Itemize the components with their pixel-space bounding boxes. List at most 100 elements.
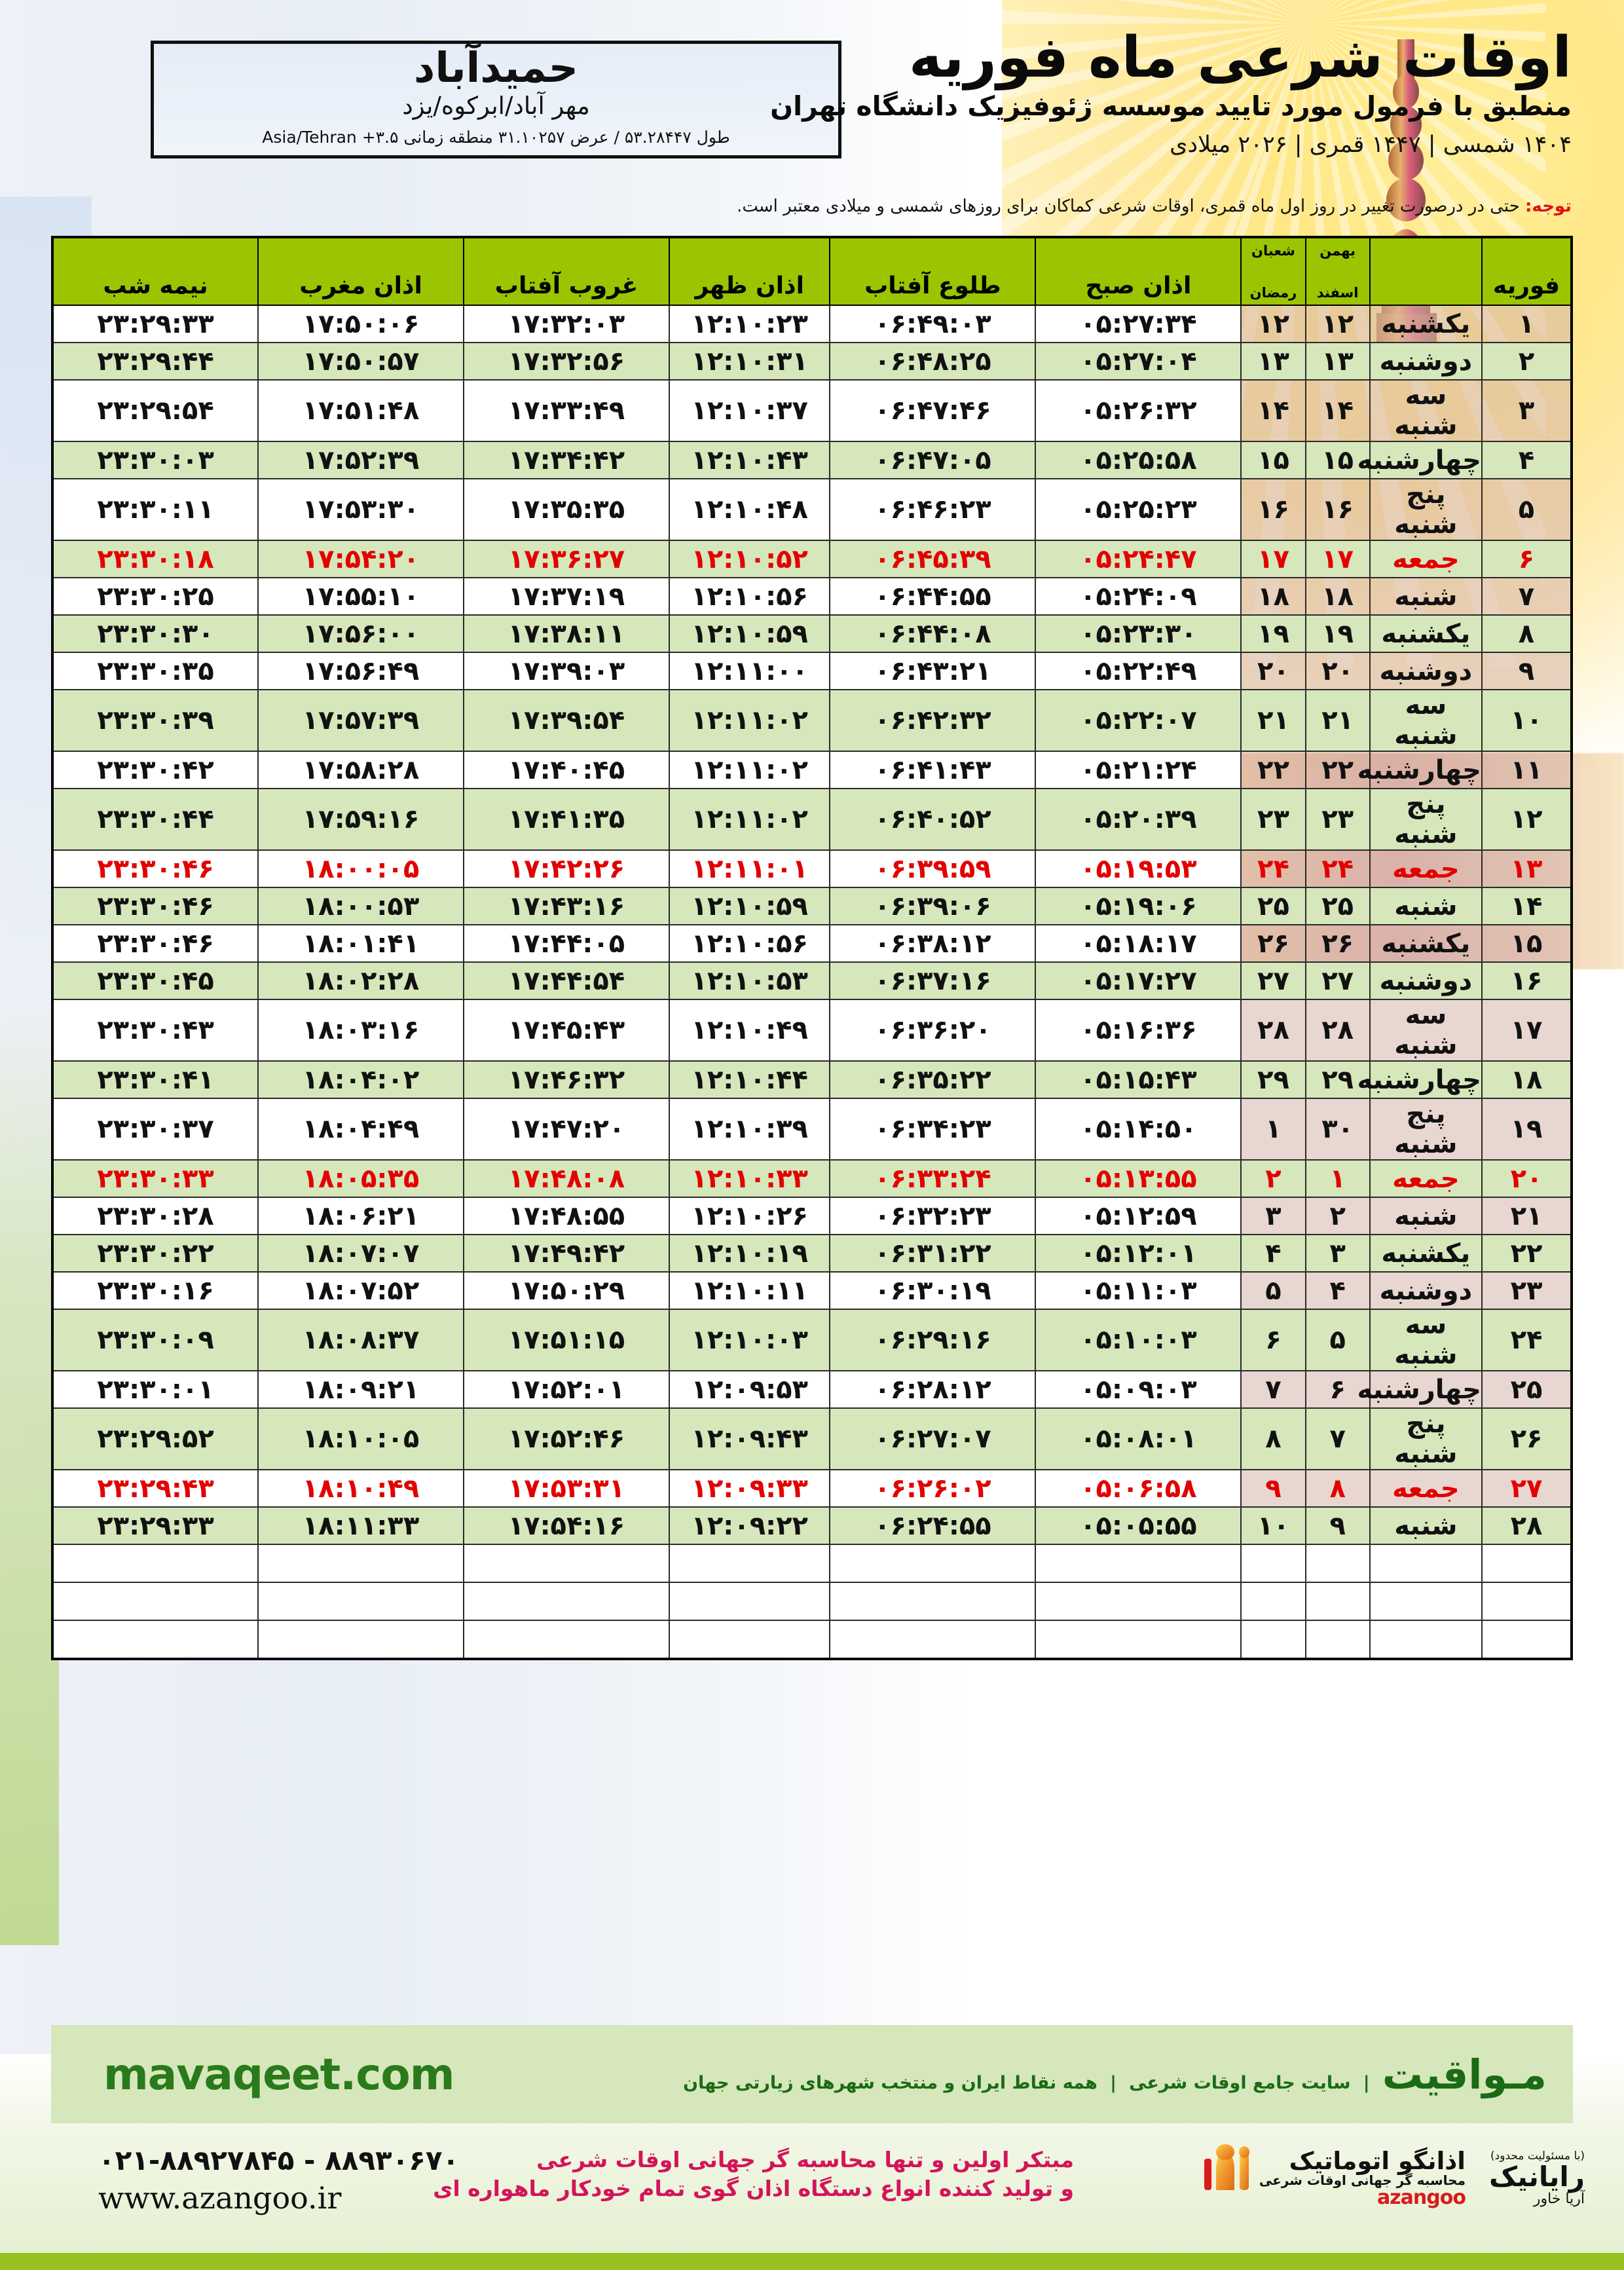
cell-sunset: ۱۷:۵۲:۰۱ (463, 1370, 670, 1409)
cell-sunset: ۱۷:۴۶:۳۲ (463, 1060, 670, 1099)
cell-dhuhr: ۱۲:۱۱:۰۲ (668, 689, 831, 752)
table-row: ۲۳ دوشنبه ۴ ۵ ۰۵:۱۱:۰۳ ۰۶:۳۰:۱۹ ۱۲:۱۰:۱۱ ۱۷:۵۰:… (51, 1271, 1572, 1310)
cell-empty (1481, 1544, 1572, 1583)
cell-maghrib: ۱۸:۰۴:۰۲ (257, 1060, 464, 1099)
cell-midnight: ۲۳:۳۰:۱۱ (51, 478, 259, 541)
col-header-bahman: بهمن (1320, 242, 1356, 259)
cell-maghrib: ۱۷:۵۶:۴۹ (257, 652, 464, 690)
table-row: ۱۹ پنج شنبه ۳۰ ۱ ۰۵:۱۴:۵۰ ۰۶:۳۴:۲۳ ۱۲:۱۰:۳۹ ۱۷:… (51, 1098, 1572, 1161)
cell-feb: ۱۲ (1481, 788, 1572, 851)
cell-sunrise: ۰۶:۴۱:۴۳ (829, 751, 1037, 789)
cell-midnight: ۲۳:۳۰:۲۸ (51, 1197, 259, 1235)
cell-fajr: ۰۵:۰۶:۵۸ (1035, 1469, 1242, 1508)
cell-fajr: ۰۵:۰۹:۰۳ (1035, 1370, 1242, 1409)
cell-dhuhr: ۱۲:۱۰:۴۳ (668, 441, 831, 479)
cell-fajr: ۰۵:۲۳:۳۰ (1035, 614, 1242, 653)
cell-solar: ۲۲ (1304, 751, 1371, 789)
cell-sunrise: ۰۶:۳۳:۲۴ (829, 1159, 1037, 1198)
cell-maghrib: ۱۸:۰۰:۰۵ (257, 849, 464, 888)
cell-fajr: ۰۵:۱۳:۵۵ (1035, 1159, 1242, 1198)
cell-feb: ۱۷ (1481, 999, 1572, 1062)
cell-solar: ۲۵ (1304, 887, 1371, 925)
cell-maghrib: ۱۸:۰۵:۳۵ (257, 1159, 464, 1198)
cell-fajr: ۰۵:۰۵:۵۵ (1035, 1506, 1242, 1545)
cell-midnight: ۲۳:۲۹:۴۴ (51, 342, 259, 381)
cell-feb: ۳ (1481, 379, 1572, 442)
cell-maghrib: ۱۷:۵۳:۳۰ (257, 478, 464, 541)
cell-midnight: ۲۳:۳۰:۱۶ (51, 1271, 259, 1310)
cell-midnight: ۲۳:۳۰:۴۲ (51, 751, 259, 789)
cell-empty (829, 1544, 1037, 1583)
table-body: ۱ یکشنبه ۱۲ ۱۲ ۰۵:۲۷:۳۴ ۰۶:۴۹:۰۳ ۱۲:۱۰:۲۳ ۱۷:۳۲… (51, 305, 1572, 1660)
logo-azangoo-fa: اذانگو اتوماتیک (1289, 2147, 1466, 2175)
table-row: ۱۴ شنبه ۲۵ ۲۵ ۰۵:۱۹:۰۶ ۰۶:۳۹:۰۶ ۱۲:۱۰:۵۹ ۱۷:۴۳:… (51, 887, 1572, 925)
cell-dow: یکشنبه (1369, 305, 1483, 343)
cell-midnight: ۲۳:۲۹:۳۳ (51, 305, 259, 343)
banner-sep2: | (1110, 2072, 1116, 2093)
cell-empty (1035, 1544, 1242, 1583)
cell-empty (1035, 1620, 1242, 1660)
footer-website[interactable]: www.azangoo.ir (98, 2180, 342, 2216)
cell-solar: ۲۶ (1304, 924, 1371, 963)
cell-dow: پنج شنبه (1369, 788, 1483, 851)
cell-solar: ۲۷ (1304, 961, 1371, 1000)
prayer-times-table: فوریه بهمن اسفند شعبان رمضان اذان صبح طل… (51, 236, 1573, 1660)
cell-fajr: ۰۵:۱۴:۵۰ (1035, 1098, 1242, 1161)
cell-empty (1304, 1544, 1371, 1583)
cell-maghrib: ۱۸:۰۰:۵۳ (257, 887, 464, 925)
page-header: حمیدآباد مهر آباد/ابرکوه/یزد طول ۵۳.۲۸۴۴… (0, 0, 1624, 216)
cell-dhuhr: ۱۲:۱۰:۵۹ (668, 614, 831, 653)
cell-midnight: ۲۳:۲۹:۳۳ (51, 1506, 259, 1545)
cell-solar: ۲۳ (1304, 788, 1371, 851)
logo-azangoo-sub: محاسبه گر جهانی اوقات شرعی (1259, 2172, 1466, 2189)
cell-sunrise: ۰۶:۲۸:۱۲ (829, 1370, 1037, 1409)
cell-sunset: ۱۷:۴۳:۱۶ (463, 887, 670, 925)
cell-feb: ۲۸ (1481, 1506, 1572, 1545)
cell-lunar: ۱۷ (1240, 540, 1306, 578)
cell-dhuhr: ۱۲:۱۰:۳۷ (668, 379, 831, 442)
cell-sunrise: ۰۶:۳۱:۲۲ (829, 1234, 1037, 1273)
cell-fajr: ۰۵:۲۷:۰۴ (1035, 342, 1242, 381)
table-row: ۴ چهارشنبه ۱۵ ۱۵ ۰۵:۲۵:۵۸ ۰۶:۴۷:۰۵ ۱۲:۱۰:۴۳ ۱۷:… (51, 441, 1572, 479)
cell-empty (1369, 1544, 1483, 1583)
cell-fajr: ۰۵:۱۸:۱۷ (1035, 924, 1242, 963)
cell-lunar: ۲۴ (1240, 849, 1306, 888)
banner-site-url[interactable]: mavaqeet.com (103, 2049, 454, 2100)
col-header-feb: فوریه (1481, 236, 1572, 306)
cell-feb: ۱۵ (1481, 924, 1572, 963)
footer-red-line-1: مبتکر اولین و تنها محاسبه گر جهانی اوقات… (536, 2147, 1074, 2172)
banner-sep1: | (1363, 2072, 1370, 2093)
cell-maghrib: ۱۸:۱۱:۳۳ (257, 1506, 464, 1545)
cell-sunset: ۱۷:۴۸:۵۵ (463, 1197, 670, 1235)
cell-solar: ۲۹ (1304, 1060, 1371, 1099)
cell-empty (1304, 1620, 1371, 1660)
cell-dhuhr: ۱۲:۱۰:۱۹ (668, 1234, 831, 1273)
cell-solar: ۸ (1304, 1469, 1371, 1508)
cell-midnight: ۲۳:۲۹:۵۲ (51, 1407, 259, 1470)
cell-midnight: ۲۳:۳۰:۱۸ (51, 540, 259, 578)
cell-lunar: ۱۸ (1240, 577, 1306, 616)
cell-solar: ۷ (1304, 1407, 1371, 1470)
cell-empty (668, 1620, 831, 1660)
cell-lunar: ۶ (1240, 1309, 1306, 1371)
cell-sunset: ۱۷:۵۰:۲۹ (463, 1271, 670, 1310)
cell-empty (257, 1582, 464, 1621)
cell-fajr: ۰۵:۲۲:۰۷ (1035, 689, 1242, 752)
cell-empty (829, 1582, 1037, 1621)
cell-maghrib: ۱۷:۵۷:۳۹ (257, 689, 464, 752)
cell-empty (463, 1544, 670, 1583)
cell-solar: ۳ (1304, 1234, 1371, 1273)
cell-dhuhr: ۱۲:۱۰:۰۳ (668, 1309, 831, 1371)
cell-fajr: ۰۵:۲۰:۳۹ (1035, 788, 1242, 851)
cell-midnight: ۲۳:۳۰:۴۶ (51, 849, 259, 888)
cell-maghrib: ۱۷:۵۸:۲۸ (257, 751, 464, 789)
cell-fajr: ۰۵:۱۹:۰۶ (1035, 887, 1242, 925)
table-row: ۱۰ سه شنبه ۲۱ ۲۱ ۰۵:۲۲:۰۷ ۰۶:۴۲:۳۲ ۱۲:۱۱:۰۲ ۱۷:… (51, 689, 1572, 752)
cell-lunar: ۲۱ (1240, 689, 1306, 752)
table-row: ۱۱ چهارشنبه ۲۲ ۲۲ ۰۵:۲۱:۲۴ ۰۶:۴۱:۴۳ ۱۲:۱۱:۰۲ ۱۷… (51, 751, 1572, 789)
cell-sunset: ۱۷:۴۷:۲۰ (463, 1098, 670, 1161)
site-banner[interactable]: مـواقیت | سایت جامع اوقات شرعی | همه نقا… (51, 2025, 1573, 2123)
cell-sunrise: ۰۶:۳۰:۱۹ (829, 1271, 1037, 1310)
cell-maghrib: ۱۸:۰۶:۲۱ (257, 1197, 464, 1235)
cell-maghrib: ۱۷:۵۵:۱۰ (257, 577, 464, 616)
